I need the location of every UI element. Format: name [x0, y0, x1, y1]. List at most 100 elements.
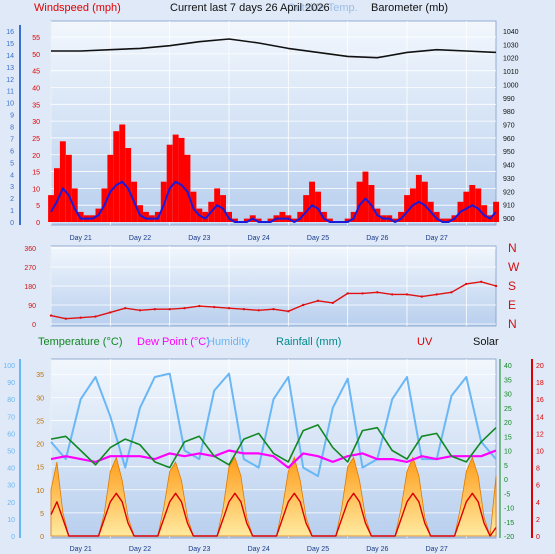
windspeed-y-tick: 20 — [32, 153, 40, 160]
uv-y-tick: 8 — [536, 466, 540, 473]
wind-outer-y-tick: 7 — [10, 136, 14, 143]
wind-gust-bar — [463, 191, 470, 222]
wind-gust-bar — [178, 137, 185, 222]
wind-direction-point — [153, 308, 156, 311]
solar-y-tick: 20 — [36, 442, 44, 449]
wind-gust-bar — [184, 154, 191, 222]
wind-direction-point — [138, 309, 142, 312]
barometer-y-tick: 1010 — [503, 69, 519, 76]
wind-direction-point — [316, 299, 320, 302]
wind-gust-bar — [415, 174, 422, 222]
wind-outer-y-tick: 8 — [10, 125, 14, 132]
windspeed-y-tick: 10 — [32, 186, 40, 193]
wind-direction-point — [49, 314, 53, 317]
wind-outer-y-tick: 5 — [10, 160, 14, 167]
humidity-y-tick: 20 — [7, 500, 15, 507]
wind-gust-bar — [398, 211, 404, 222]
legend-rainfall: Rainfall (mm) — [276, 336, 341, 348]
x-tick-label: Day 27 — [426, 546, 448, 553]
generated-marks: 0123456789101112131415160510152025303540… — [3, 21, 544, 553]
wind-gust-bar — [439, 218, 446, 222]
compass-tick-label: N — [508, 317, 517, 331]
windspeed-y-tick: 55 — [32, 35, 40, 42]
barometer-line — [51, 38, 497, 59]
wind-gust-bar — [291, 218, 298, 222]
wind-direction-point — [287, 310, 290, 313]
wind-outer-y-tick: 2 — [10, 196, 14, 203]
wind-direction-point — [391, 293, 394, 296]
wind-gust-bar — [54, 168, 60, 222]
barometer-y-tick: 900 — [503, 216, 515, 223]
uv-y-tick: 4 — [536, 500, 540, 507]
wind-direction-point — [79, 316, 82, 319]
compass-tick-label: E — [508, 298, 516, 312]
temperature-y-tick: 35 — [504, 377, 512, 384]
humidity-y-tick: 0 — [11, 534, 15, 541]
uv-y-tick: 6 — [536, 483, 540, 490]
x-tick-label: Day 23 — [188, 235, 210, 242]
temperature-y-tick: -15 — [504, 520, 514, 527]
wind-gust-bar — [255, 218, 262, 222]
wind-gust-bar — [469, 185, 476, 222]
barometer-y-tick: 1030 — [503, 42, 519, 49]
wind-gust-bar — [445, 218, 452, 222]
barometer-y-tick: 980 — [503, 109, 515, 116]
uv-line — [50, 492, 497, 537]
legend-dewpoint: Dew Point (°C) — [137, 336, 210, 348]
wind-gust-bar — [125, 148, 132, 222]
wind-outer-y-tick: 3 — [10, 184, 14, 191]
wind-gust-bar — [493, 201, 499, 222]
windspeed-y-tick: 15 — [32, 170, 40, 177]
wind-direction-point — [183, 307, 186, 310]
humidity-y-tick: 40 — [7, 466, 15, 473]
barometer-y-tick: 910 — [503, 203, 515, 210]
wind-gust-bar — [481, 205, 488, 222]
x-tick-label: Day 26 — [366, 546, 388, 553]
wind-outer-y-tick: 9 — [10, 113, 14, 120]
x-tick-label: Day 26 — [366, 235, 388, 242]
x-tick-label: Day 24 — [248, 235, 270, 242]
x-tick-label: Day 21 — [70, 546, 92, 553]
wind-outer-y-tick: 14 — [6, 53, 14, 60]
wind-outer-y-tick: 11 — [7, 89, 14, 96]
wind-outer-y-tick: 4 — [10, 172, 14, 179]
wind-outer-y-tick: 16 — [6, 29, 14, 36]
wind-gust-bar — [172, 134, 179, 222]
wind-average-line — [50, 180, 497, 223]
wind-gust-bar — [315, 191, 321, 222]
barometer-y-tick: 930 — [503, 176, 515, 183]
direction-y-tick: 180 — [24, 284, 36, 291]
wind-direction-point — [257, 309, 260, 312]
temperature-y-tick: 20 — [504, 420, 512, 427]
direction-y-tick: 0 — [32, 322, 36, 329]
x-tick-label: Day 23 — [188, 546, 210, 553]
wind-gust-bar — [326, 218, 333, 222]
windspeed-y-tick: 50 — [32, 52, 40, 59]
dewpoint-line — [50, 449, 497, 469]
humidity-y-tick: 50 — [7, 449, 15, 456]
humidity-y-tick: 80 — [7, 397, 15, 404]
solar-y-tick: 5 — [40, 511, 44, 518]
barometer-axis-title: Barometer (mb) — [371, 2, 448, 14]
uv-y-tick: 12 — [536, 431, 544, 438]
wind-gust-bar — [297, 211, 304, 222]
x-tick-label: Day 25 — [307, 235, 329, 242]
solar-y-tick: 10 — [36, 488, 44, 495]
wind-direction-point — [346, 292, 349, 295]
barometer-y-tick: 920 — [503, 189, 515, 196]
wind-direction-point — [435, 293, 438, 296]
temperature-y-tick: 25 — [504, 406, 512, 413]
solar-y-tick: 0 — [40, 534, 44, 541]
x-tick-label: Day 24 — [248, 546, 270, 553]
wind-direction-point — [361, 292, 364, 295]
temperature-y-tick: 30 — [504, 392, 512, 399]
temperature-y-tick: 5 — [504, 463, 508, 470]
wind-gust-bar — [368, 185, 375, 222]
windspeed-y-tick: 5 — [36, 203, 40, 210]
humidity-y-tick: 70 — [7, 414, 15, 421]
solar-y-tick: 35 — [36, 372, 44, 379]
barometer-y-tick: 960 — [503, 136, 515, 143]
barometer-y-tick: 940 — [503, 163, 515, 170]
